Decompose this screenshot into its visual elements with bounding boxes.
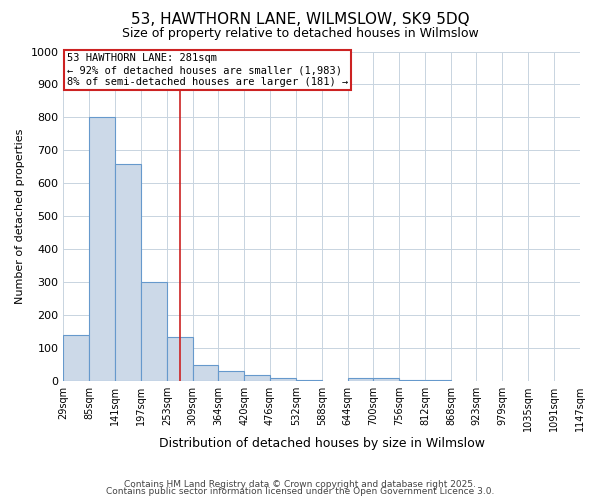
Bar (64, 335, 89, 381)
Bar (296, 380, 322, 381)
Bar (218, 372, 244, 381)
Text: Contains HM Land Registry data © Crown copyright and database right 2025.: Contains HM Land Registry data © Crown c… (124, 480, 476, 489)
Bar (347, 378, 373, 381)
Text: 53, HAWTHORN LANE, WILMSLOW, SK9 5DQ: 53, HAWTHORN LANE, WILMSLOW, SK9 5DQ (131, 12, 469, 28)
Bar (373, 378, 400, 381)
Bar (400, 380, 425, 381)
Text: Size of property relative to detached houses in Wilmslow: Size of property relative to detached ho… (122, 28, 478, 40)
Bar (270, 378, 296, 381)
Bar (167, 336, 193, 381)
Text: Contains public sector information licensed under the Open Government Licence 3.: Contains public sector information licen… (106, 488, 494, 496)
Bar (115, 164, 141, 381)
Bar (193, 364, 218, 381)
Y-axis label: Number of detached properties: Number of detached properties (15, 128, 25, 304)
Bar (244, 374, 270, 381)
Bar (141, 282, 167, 381)
X-axis label: Distribution of detached houses by size in Wilmslow: Distribution of detached houses by size … (159, 437, 485, 450)
Bar (425, 380, 451, 381)
Text: 53 HAWTHORN LANE: 281sqm
← 92% of detached houses are smaller (1,983)
8% of semi: 53 HAWTHORN LANE: 281sqm ← 92% of detach… (67, 54, 349, 86)
Bar (89, 118, 115, 381)
